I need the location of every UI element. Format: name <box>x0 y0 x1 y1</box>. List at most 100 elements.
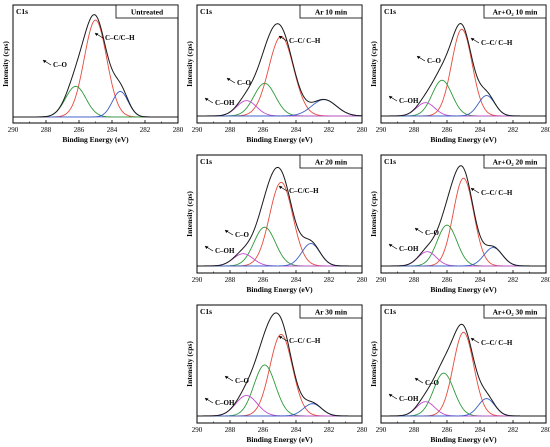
annotation-arrowhead <box>389 244 393 247</box>
panel-label: C1s <box>200 157 212 166</box>
x-tick-label: 284 <box>475 126 486 134</box>
component-annotation: C–C/ C–H <box>289 337 321 345</box>
annotation-arrowhead <box>95 33 99 36</box>
x-tick-label: 280 <box>541 126 550 134</box>
x-tick-label: 280 <box>173 126 184 134</box>
component-peak <box>13 19 178 118</box>
x-tick-label: 288 <box>409 126 420 134</box>
panel-label: C1s <box>384 307 396 316</box>
treatment-box <box>299 4 363 19</box>
x-tick-label: 284 <box>475 426 486 434</box>
y-axis-label: Intensity (cps) <box>1 41 10 87</box>
component-annotation: C–C/ C–H <box>289 37 321 45</box>
annotation-arrowhead <box>225 230 229 233</box>
component-annotation: C–OH <box>399 395 419 403</box>
panel-label: C1s <box>384 7 396 16</box>
treatment-box <box>115 4 179 19</box>
x-tick-label: 286 <box>442 276 453 284</box>
x-tick-label: 288 <box>225 126 236 134</box>
xps-panel: 290 288 286 284 282 280 Binding Energy (eV) Int… <box>369 4 550 144</box>
annotation-arrowhead <box>205 398 209 401</box>
component-peak <box>197 364 362 417</box>
annotation-arrowhead <box>417 56 421 59</box>
panel-label: C1s <box>200 307 212 316</box>
treatment-label: Ar+O₂ 10 min <box>493 8 539 17</box>
x-tick-label: 286 <box>258 126 269 134</box>
treatment-label: Ar+O₂ 20 min <box>493 158 539 167</box>
panel-label: C1s <box>384 157 396 166</box>
annotation-arrowhead <box>205 98 209 101</box>
x-tick-label: 282 <box>324 426 335 434</box>
x-tick-label: 282 <box>508 426 519 434</box>
component-annotation: C–O <box>53 61 68 69</box>
treatment-box <box>299 154 363 169</box>
annotation-arrowhead <box>389 394 393 397</box>
x-tick-label: 286 <box>442 126 453 134</box>
component-peak <box>381 251 546 267</box>
annotation-arrowhead <box>227 78 231 81</box>
treatment-tag: Untreated <box>115 4 179 19</box>
treatment-label: Ar 30 min <box>315 308 348 317</box>
x-tick-label: 280 <box>357 426 368 434</box>
x-tick-label: 282 <box>324 126 335 134</box>
component-annotation: C–C/ C–H <box>481 189 513 197</box>
component-annotation: C–OH <box>399 97 419 105</box>
x-tick-label: 284 <box>107 126 118 134</box>
plot-frame <box>380 4 547 124</box>
component-annotation: C–O <box>427 57 442 65</box>
annotation-arrowhead <box>279 336 283 339</box>
envelope-curve <box>381 323 546 417</box>
x-tick-label: 280 <box>541 276 550 284</box>
y-axis-label: Intensity (cps) <box>369 41 378 87</box>
x-tick-label: 288 <box>409 276 420 284</box>
x-axis-label: Binding Energy (eV) <box>430 135 497 144</box>
treatment-label: Untreated <box>131 8 164 17</box>
annotation-arrowhead <box>43 60 47 63</box>
treatment-tag: Ar+O₂ 30 min <box>483 304 547 319</box>
treatment-box <box>483 304 547 319</box>
x-tick-label: 286 <box>74 126 85 134</box>
xps-panel: 290 288 286 284 282 280 Binding Energy (eV) Int… <box>369 154 550 294</box>
annotation-arrowhead <box>471 38 475 41</box>
x-axis-label: Binding Energy (eV) <box>430 435 497 444</box>
annotation-arrowhead <box>279 186 283 189</box>
treatment-label: Ar 10 min <box>315 8 348 17</box>
component-annotation: C–O <box>425 229 440 237</box>
annotation-arrowhead <box>225 376 229 379</box>
x-axis-label: Binding Energy (eV) <box>246 135 313 144</box>
x-tick-label: 284 <box>291 276 302 284</box>
x-tick-label: 290 <box>376 126 387 134</box>
plot-frame <box>12 4 179 124</box>
y-axis-label: Intensity (cps) <box>185 41 194 87</box>
treatment-tag: Ar 10 min <box>299 4 363 19</box>
x-tick-label: 290 <box>376 276 387 284</box>
plot-frame <box>196 154 363 274</box>
component-peak <box>13 91 178 118</box>
treatment-tag: Ar+O₂ 20 min <box>483 154 547 169</box>
envelope-curve <box>197 166 362 267</box>
x-axis-label: Binding Energy (eV) <box>62 135 129 144</box>
y-axis-label: Intensity (cps) <box>369 191 378 237</box>
xps-panel: 290 288 286 284 282 280 Binding Energy (eV) Int… <box>1 4 184 144</box>
envelope-curve <box>381 23 546 117</box>
x-tick-label: 290 <box>376 426 387 434</box>
component-annotation: C–C/ C–H <box>481 339 513 347</box>
x-tick-label: 284 <box>291 126 302 134</box>
treatment-box <box>299 304 363 319</box>
component-annotation: C–OH <box>215 399 235 407</box>
x-tick-label: 288 <box>41 126 52 134</box>
envelope-curve <box>197 23 363 117</box>
x-tick-label: 280 <box>541 426 550 434</box>
y-axis-label: Intensity (cps) <box>369 341 378 387</box>
component-annotation: C–C/ C–H <box>481 39 513 47</box>
x-tick-label: 284 <box>475 276 486 284</box>
envelope-curve <box>381 165 546 267</box>
x-tick-label: 290 <box>192 426 203 434</box>
treatment-label: Ar+O₂ 30 min <box>493 308 539 317</box>
treatment-tag: Ar 20 min <box>299 154 363 169</box>
treatment-label: Ar 20 min <box>315 158 348 167</box>
component-annotation: C–C/C–H <box>105 34 135 42</box>
annotation-arrowhead <box>205 246 209 249</box>
x-axis-label: Binding Energy (eV) <box>246 435 313 444</box>
x-tick-label: 286 <box>258 276 269 284</box>
